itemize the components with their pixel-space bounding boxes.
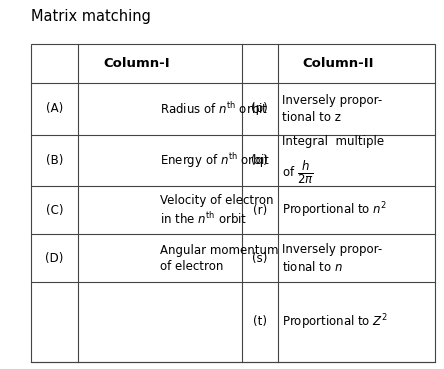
Bar [31,44,435,362]
Text: (q): (q) [251,154,268,167]
Text: Column-II: Column-II [303,57,374,70]
Text: (t): (t) [253,315,267,328]
Text: (p): (p) [251,102,268,115]
Text: Inversely propor-
tional to $n$: Inversely propor- tional to $n$ [282,243,382,274]
Text: (B): (B) [46,154,63,167]
Text: (r): (r) [253,204,267,217]
Text: Energy of $n^{\mathrm{th}}$ orbit: Energy of $n^{\mathrm{th}}$ orbit [160,151,270,170]
Text: Velocity of electron
in the $n^{\mathrm{th}}$ orbit: Velocity of electron in the $n^{\mathrm{… [160,194,274,227]
Text: (s): (s) [252,252,267,265]
Text: (A): (A) [46,102,63,115]
Text: Radius of $n^{\mathrm{th}}$ orbit: Radius of $n^{\mathrm{th}}$ orbit [160,101,268,117]
Text: Inversely propor-
tional to z: Inversely propor- tional to z [282,94,382,124]
Text: Proportional to $n^2$: Proportional to $n^2$ [282,200,387,220]
Text: Angular momentum
of electron: Angular momentum of electron [160,244,278,273]
Text: Proportional to $Z^2$: Proportional to $Z^2$ [282,312,388,332]
Text: Integral  multiple
of $\dfrac{h}{2\pi}$: Integral multiple of $\dfrac{h}{2\pi}$ [282,135,384,186]
Text: Column-I: Column-I [103,57,170,70]
Text: Matrix matching: Matrix matching [31,9,151,24]
Text: (D): (D) [45,252,63,265]
Text: (C): (C) [46,204,63,217]
